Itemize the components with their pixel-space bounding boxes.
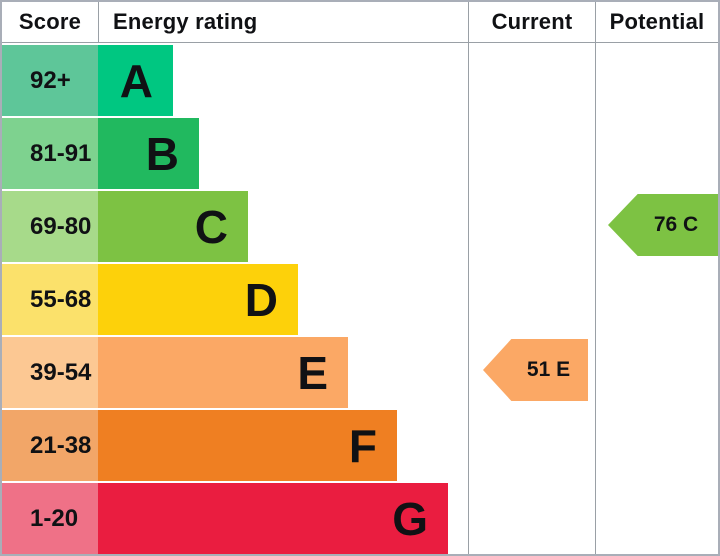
rating-letter: C xyxy=(194,200,228,253)
rating-bar: D xyxy=(98,264,298,335)
rating-row-a: 92+ A xyxy=(2,43,718,116)
score-range: 39-54 xyxy=(2,337,98,408)
chart-body: 92+ A 81-91 B 69-80 C 55-68 xyxy=(2,43,718,554)
rating-bar: B xyxy=(98,118,199,189)
header-row: Score Energy rating Current Potential xyxy=(2,2,718,43)
potential-rating-label: 76 C xyxy=(653,213,699,236)
column-divider-current xyxy=(468,43,469,554)
rating-bar: E xyxy=(98,337,348,408)
rating-row-b: 81-91 B xyxy=(2,116,718,189)
rating-letter: E xyxy=(297,346,328,399)
header-score-label: Score xyxy=(2,2,99,42)
rating-letter: F xyxy=(348,419,377,472)
column-divider-potential xyxy=(595,43,596,554)
header-energy-rating-label: Energy rating xyxy=(99,2,469,42)
current-rating-label: 51 E xyxy=(526,358,571,381)
rating-row-e: 39-54 E xyxy=(2,335,718,408)
score-range: 1-20 xyxy=(2,483,98,554)
score-range: 69-80 xyxy=(2,191,98,262)
rating-row-c: 69-80 C xyxy=(2,189,718,262)
header-current-label: Current xyxy=(469,2,596,42)
rating-letter: D xyxy=(244,273,278,326)
rating-letter: A xyxy=(119,54,153,107)
rating-bar: G xyxy=(98,483,448,554)
rating-letter: G xyxy=(392,492,428,545)
rating-bar: F xyxy=(98,410,397,481)
rating-rows: 92+ A 81-91 B 69-80 C 55-68 xyxy=(2,43,718,554)
header-potential-label: Potential xyxy=(609,9,705,34)
rating-row-f: 21-38 F xyxy=(2,408,718,481)
rating-row-g: 1-20 G xyxy=(2,481,718,554)
score-range: 81-91 xyxy=(2,118,98,189)
rating-bar: C xyxy=(98,191,248,262)
score-range: 55-68 xyxy=(2,264,98,335)
rating-bar: A xyxy=(98,45,173,116)
rating-letter: B xyxy=(145,127,179,180)
score-range: 21-38 xyxy=(2,410,98,481)
score-range: 92+ xyxy=(2,45,98,116)
rating-row-d: 55-68 D xyxy=(2,262,718,335)
